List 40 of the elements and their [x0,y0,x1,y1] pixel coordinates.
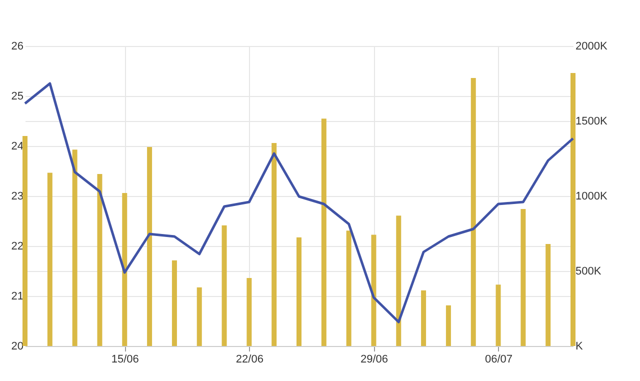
bar [222,225,227,346]
bar [421,290,426,346]
y2-tick-label: K [576,340,584,352]
bar [496,284,501,346]
bar [396,216,402,346]
bar [321,118,326,346]
bar [371,234,376,346]
y2-tick-label: 500K [576,266,602,278]
y-tick-label: 24 [11,140,24,152]
y2-tick-label: 1000K [576,190,608,202]
bar [346,230,352,346]
bar [296,237,302,346]
bar [47,172,52,346]
bar [570,73,576,346]
bar [470,78,476,346]
y-tick-label: 23 [11,190,24,202]
y-tick-label: 22 [11,240,24,252]
y-tick-label: 26 [11,40,24,52]
y-tick-label: 20 [11,340,24,352]
bar [246,278,252,346]
x-tick-label: 06/07 [485,354,513,366]
bar [272,143,277,346]
bar [446,305,451,346]
bar [72,150,78,346]
bar [172,260,177,346]
x-tick-label: 22/06 [236,354,264,366]
bar [196,287,202,346]
y-tick-label: 25 [11,90,24,102]
bar [546,244,551,346]
y2-tick-label: 2000K [576,40,608,52]
y-tick-label: 21 [11,290,24,302]
x-tick-label: 15/06 [111,354,139,366]
bar [122,193,128,346]
line-series [24,82,574,324]
bar [97,174,102,346]
y2-tick-label: 1500K [576,116,608,128]
bar [22,136,28,346]
bar [147,146,152,346]
x-tick-label: 29/06 [360,354,388,366]
bar [520,209,526,346]
